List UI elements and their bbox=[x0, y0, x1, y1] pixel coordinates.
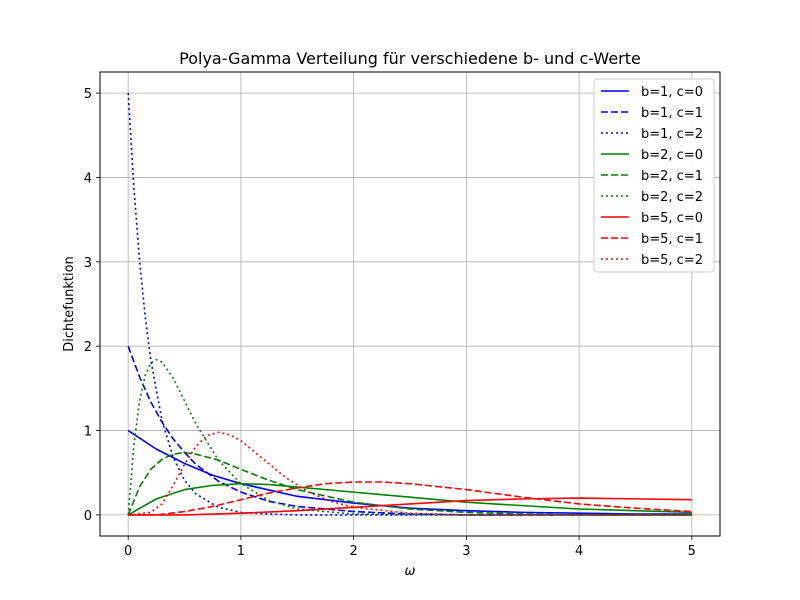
series-line-5 bbox=[127, 451, 692, 516]
legend-label-1: b=1, c=0 bbox=[641, 85, 703, 100]
series-line-9 bbox=[128, 431, 692, 516]
series-line-8 bbox=[128, 481, 692, 516]
legend-box bbox=[593, 78, 715, 273]
y-tick-label: 5 bbox=[84, 87, 92, 102]
series-layer bbox=[127, 93, 692, 516]
series-line-1 bbox=[127, 429, 692, 515]
x-tick-label: 4 bbox=[575, 544, 583, 559]
legend-label-2: b=1, c=1 bbox=[641, 106, 703, 121]
series-line-7 bbox=[128, 497, 692, 516]
x-axis-label: ω bbox=[405, 564, 416, 579]
legend-label-9: b=5, c=2 bbox=[641, 253, 703, 268]
y-tick-label: 1 bbox=[84, 425, 92, 440]
x-tick-label: 2 bbox=[349, 544, 357, 559]
y-tick-label: 3 bbox=[84, 256, 92, 271]
chart-title: Polya-Gamma Verteilung für verschiedene … bbox=[179, 49, 641, 68]
legend-label-8: b=5, c=1 bbox=[641, 232, 703, 247]
y-tick-label: 2 bbox=[84, 340, 92, 355]
x-tick-label: 5 bbox=[688, 544, 696, 559]
legend: b=1, c=0 b=1, c=1 b=1, c=2 b=2, c=0 b=2, c=1… bbox=[593, 78, 715, 273]
plot-frame bbox=[99, 71, 721, 537]
legend-label-3: b=1, c=2 bbox=[641, 127, 703, 142]
series-line-3 bbox=[127, 93, 692, 516]
y-tick-label: 0 bbox=[84, 509, 92, 524]
x-tick-label: 0 bbox=[124, 544, 132, 559]
x-tick-label: 3 bbox=[462, 544, 470, 559]
series-line-6 bbox=[127, 358, 692, 516]
legend-label-4: b=2, c=0 bbox=[641, 148, 703, 163]
y-axis-ticks: 0 1 2 3 4 5 bbox=[84, 87, 100, 524]
x-axis-ticks: 0 1 2 3 4 5 bbox=[124, 536, 696, 559]
legend-label-6: b=2, c=2 bbox=[641, 190, 703, 205]
x-tick-label: 1 bbox=[237, 544, 245, 559]
y-tick-label: 4 bbox=[84, 171, 92, 186]
y-axis-label: Dichtefunktion bbox=[62, 256, 77, 352]
legend-label-7: b=5, c=0 bbox=[641, 211, 703, 226]
legend-label-5: b=2, c=1 bbox=[641, 169, 703, 184]
series-line-4 bbox=[127, 482, 692, 516]
